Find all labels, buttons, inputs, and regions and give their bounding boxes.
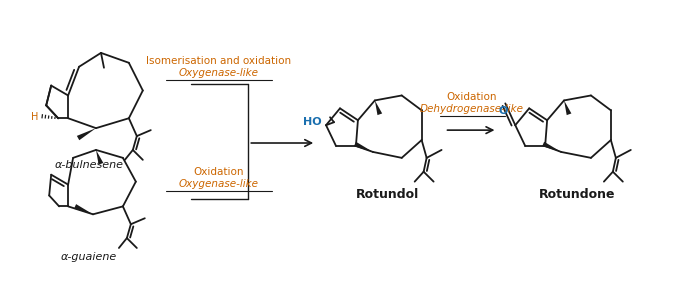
Polygon shape — [564, 100, 571, 115]
Polygon shape — [74, 204, 93, 214]
Polygon shape — [77, 128, 96, 140]
Polygon shape — [375, 100, 382, 115]
Text: Dehydrogenase-like: Dehydrogenase-like — [419, 104, 523, 114]
Text: α-bulnesene: α-bulnesene — [55, 160, 124, 170]
Text: Oxygenase-like: Oxygenase-like — [178, 179, 258, 189]
Text: Oxygenase-like: Oxygenase-like — [178, 68, 258, 78]
Polygon shape — [354, 142, 373, 152]
Text: H: H — [31, 112, 39, 122]
Text: Rotundol: Rotundol — [356, 188, 419, 201]
Text: Isomerisation and oxidation: Isomerisation and oxidation — [146, 56, 291, 66]
Text: HO: HO — [303, 117, 321, 127]
Text: Oxidation: Oxidation — [446, 92, 497, 102]
Text: O: O — [499, 106, 508, 116]
Polygon shape — [96, 150, 103, 165]
Text: α-guaiene: α-guaiene — [61, 252, 117, 262]
Text: Oxidation: Oxidation — [193, 167, 244, 177]
Polygon shape — [542, 142, 561, 152]
Text: Rotundone: Rotundone — [539, 188, 615, 201]
